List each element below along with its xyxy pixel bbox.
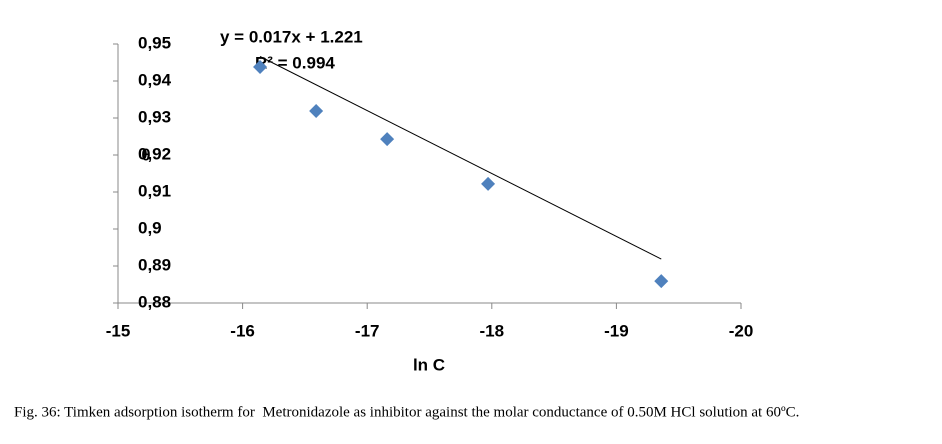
y-tick-label: 0,93 xyxy=(138,107,171,126)
data-point xyxy=(253,59,268,74)
x-tick-label: -20 xyxy=(729,321,754,340)
y-tick-label: 0,9 xyxy=(138,218,162,237)
y-tick-label: 0,88 xyxy=(138,292,171,311)
y-axis-label: θ xyxy=(141,145,150,164)
y-tick-label: 0,94 xyxy=(138,70,172,89)
y-tick-label: 0,95 xyxy=(138,33,171,52)
caption: Fig. 36: Timken adsorption isotherm for … xyxy=(14,404,799,420)
x-tick-label: -16 xyxy=(230,321,255,340)
data-point xyxy=(380,132,395,147)
x-axis-label: ln C xyxy=(413,355,445,374)
y-tick-label: 0,89 xyxy=(138,255,171,274)
data-point xyxy=(309,103,324,118)
trendline xyxy=(259,56,662,260)
y-tick-label: 0,92 xyxy=(138,144,171,163)
data-point xyxy=(481,176,496,191)
x-tick-label: -17 xyxy=(355,321,380,340)
data-point xyxy=(654,274,669,289)
equation: y = 0.017x + 1.221 xyxy=(220,27,363,46)
x-tick-label: -19 xyxy=(604,321,629,340)
y-tick-label: 0,91 xyxy=(138,181,171,200)
r-squared: R² = 0.994 xyxy=(255,53,335,72)
x-tick-label: -15 xyxy=(106,321,131,340)
x-tick-label: -18 xyxy=(480,321,505,340)
